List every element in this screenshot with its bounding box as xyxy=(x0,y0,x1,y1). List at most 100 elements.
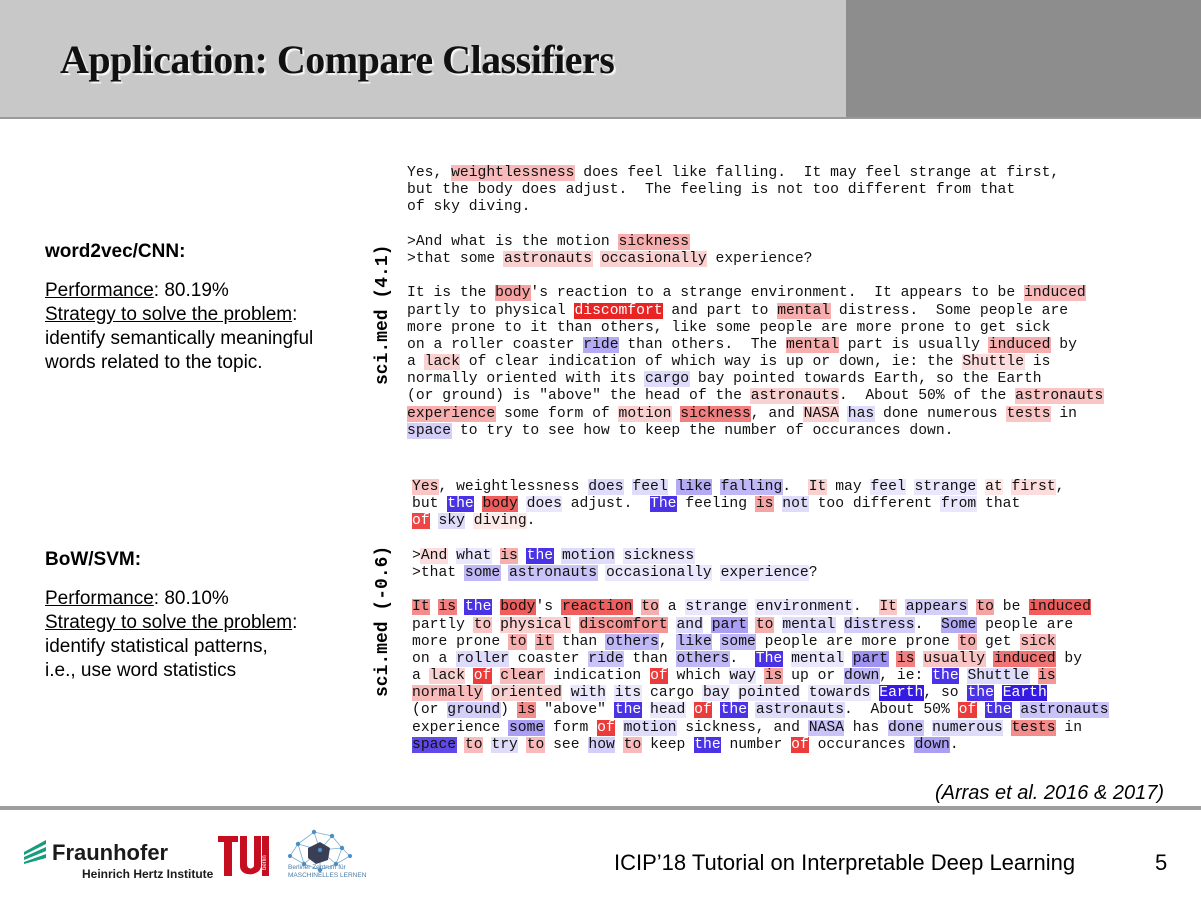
heatmap-word: with xyxy=(570,685,607,702)
heatmap-word: of xyxy=(411,513,431,530)
heatmap-word: astronauts xyxy=(503,250,593,267)
heatmap-word: body xyxy=(482,496,519,513)
heatmap-word: the xyxy=(693,736,722,753)
heatmap-word: Yes xyxy=(411,479,439,495)
heatmap-word: does xyxy=(526,496,563,513)
heatmap-word: how xyxy=(587,736,616,753)
tu-berlin-logo-icon: berlin xyxy=(218,836,269,876)
cnn-performance-value: 80.19% xyxy=(164,280,229,301)
heatmap-line: a lack of clear indication of which way … xyxy=(407,354,1051,371)
heatmap-line: >And what is the motion sickness xyxy=(412,547,695,564)
heatmap-word: some xyxy=(464,564,501,581)
heatmap-word: The xyxy=(755,650,783,667)
heatmap-word: try xyxy=(490,736,519,753)
heatmap-line: normally oriented with its cargo bay poi… xyxy=(407,371,1042,388)
footer-divider xyxy=(0,806,1201,810)
heatmap-word: normally xyxy=(411,685,484,702)
fraunhofer-name: Fraunhofer xyxy=(52,840,169,865)
heatmap-word: roller xyxy=(455,650,510,667)
heatmap-word: ground xyxy=(446,702,501,719)
heatmap-word: the xyxy=(931,668,960,685)
heatmap-word: diving xyxy=(473,513,528,530)
heatmap-word: has xyxy=(847,405,875,422)
heatmap-word: discomfort xyxy=(579,616,669,633)
heatmap-word: is xyxy=(764,668,783,685)
heatmap-word: from xyxy=(940,496,977,513)
heatmap-word: to xyxy=(508,633,528,650)
heatmap-word: mental xyxy=(781,616,836,633)
heatmap-word: part xyxy=(852,650,889,667)
heatmap-word: is xyxy=(517,702,536,719)
heatmap-word: of xyxy=(596,719,616,736)
footer-title: ICIP’18 Tutorial on Interpretable Deep L… xyxy=(614,850,1076,875)
heatmap-word: to xyxy=(623,736,642,753)
heatmap-line: Yes, weightlessness does feel like falli… xyxy=(407,165,1060,181)
heatmap-word: others xyxy=(675,650,730,667)
cnn-heatmap-text: Yes, weightlessness does feel like falli… xyxy=(406,165,1104,440)
svm-strategy-line-2: i.e., use word statistics xyxy=(45,660,237,681)
heatmap-word: lack xyxy=(424,354,461,371)
heatmap-line: >And what is the motion sickness xyxy=(407,233,690,250)
heatmap-word: not xyxy=(781,496,810,513)
heatmap-line: on a roller coaster ride than others. Th… xyxy=(412,650,1083,667)
heatmap-word: falling xyxy=(720,479,783,495)
header-accent-block xyxy=(846,0,1201,118)
heatmap-word: usually xyxy=(922,650,986,667)
svm-heatmap-text: Yes, weightlessness does feel like falli… xyxy=(411,479,1110,754)
heatmap-word: to xyxy=(975,599,995,616)
heatmap-word: Shuttle xyxy=(966,668,1030,685)
heatmap-line: but the body does adjust. The feeling is… xyxy=(407,182,1016,199)
heatmap-word: way xyxy=(728,668,757,685)
bzml-line-1: Berliner Zentrum für xyxy=(288,864,346,871)
heatmap-word: space xyxy=(411,736,457,753)
svm-description: BoW/SVM: Performance: 80.10% Strategy to… xyxy=(45,549,365,683)
heatmap-word: is xyxy=(499,547,519,564)
heatmap-word: of xyxy=(790,736,810,753)
heatmap-line: but the body does adjust. The feeling is… xyxy=(412,496,1021,513)
heatmap-word: is xyxy=(755,496,774,513)
heatmap-line: >that some astronauts occasionally exper… xyxy=(407,250,813,267)
heatmap-word: head xyxy=(649,702,686,719)
heatmap-word: induced xyxy=(1023,285,1087,302)
svm-performance-label: Performance xyxy=(45,588,154,609)
heatmap-word: sickness xyxy=(679,405,752,422)
heatmap-line: experience some form of motion sickness,… xyxy=(406,405,1077,422)
svm-model-name: BoW/SVM xyxy=(45,549,135,570)
heatmap-word: some xyxy=(508,719,545,736)
heatmap-word: weightlessness xyxy=(450,165,575,181)
heatmap-word: of xyxy=(958,702,977,719)
heatmap-line xyxy=(412,531,1109,548)
heatmap-word: Some xyxy=(940,616,977,633)
heatmap-word: mental xyxy=(776,302,831,319)
heatmap-word: like xyxy=(675,479,713,495)
heatmap-line: of sky diving. xyxy=(411,513,536,530)
heatmap-word: sick xyxy=(1019,633,1057,650)
cnn-strategy-line-1: identify semantically meaningful xyxy=(45,328,314,349)
heatmap-word: bay xyxy=(702,685,730,702)
heatmap-word: lack xyxy=(429,668,466,685)
heatmap-word: NASA xyxy=(808,719,845,736)
heatmap-word: distress xyxy=(843,616,916,633)
heatmap-word: part xyxy=(711,616,748,633)
heatmap-word: is xyxy=(437,599,457,616)
heatmap-word: It xyxy=(808,479,827,495)
heatmap-word: astronauts xyxy=(750,388,840,405)
heatmap-word: others xyxy=(605,633,660,650)
heatmap-word: sickness xyxy=(623,547,695,564)
fraunhofer-mark-icon xyxy=(24,840,46,864)
heatmap-word: occasionally xyxy=(600,250,708,267)
cnn-performance-label: Performance xyxy=(45,280,154,301)
fraunhofer-subtitle: Heinrich Hertz Institute xyxy=(82,867,214,881)
heatmap-word: is xyxy=(1037,668,1057,685)
heatmap-word: discomfort xyxy=(573,302,664,319)
heatmap-word: experience xyxy=(720,564,810,581)
heatmap-word: oriented xyxy=(490,685,563,702)
heatmap-word: of xyxy=(473,668,492,685)
cnn-strategy-line-2: words related to the topic. xyxy=(45,352,263,373)
cnn-prediction-label: sci.med (4.1) xyxy=(373,244,393,385)
heatmap-word: space xyxy=(406,422,452,439)
heatmap-word: induced xyxy=(988,336,1051,353)
heatmap-word: NASA xyxy=(803,405,840,422)
heatmap-word: its xyxy=(614,685,642,702)
heatmap-word: The xyxy=(649,496,677,513)
